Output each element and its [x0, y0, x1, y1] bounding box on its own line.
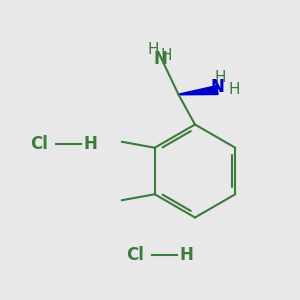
Text: Cl: Cl: [126, 246, 144, 264]
Text: H: H: [228, 82, 240, 98]
Text: H: H: [179, 246, 193, 264]
Text: H: H: [83, 135, 97, 153]
Text: H: H: [215, 70, 226, 86]
Text: N: N: [154, 50, 167, 68]
Text: Cl: Cl: [30, 135, 48, 153]
Text: N: N: [211, 78, 224, 96]
Text: H: H: [161, 48, 172, 63]
Text: H: H: [147, 42, 159, 57]
Polygon shape: [178, 85, 218, 95]
